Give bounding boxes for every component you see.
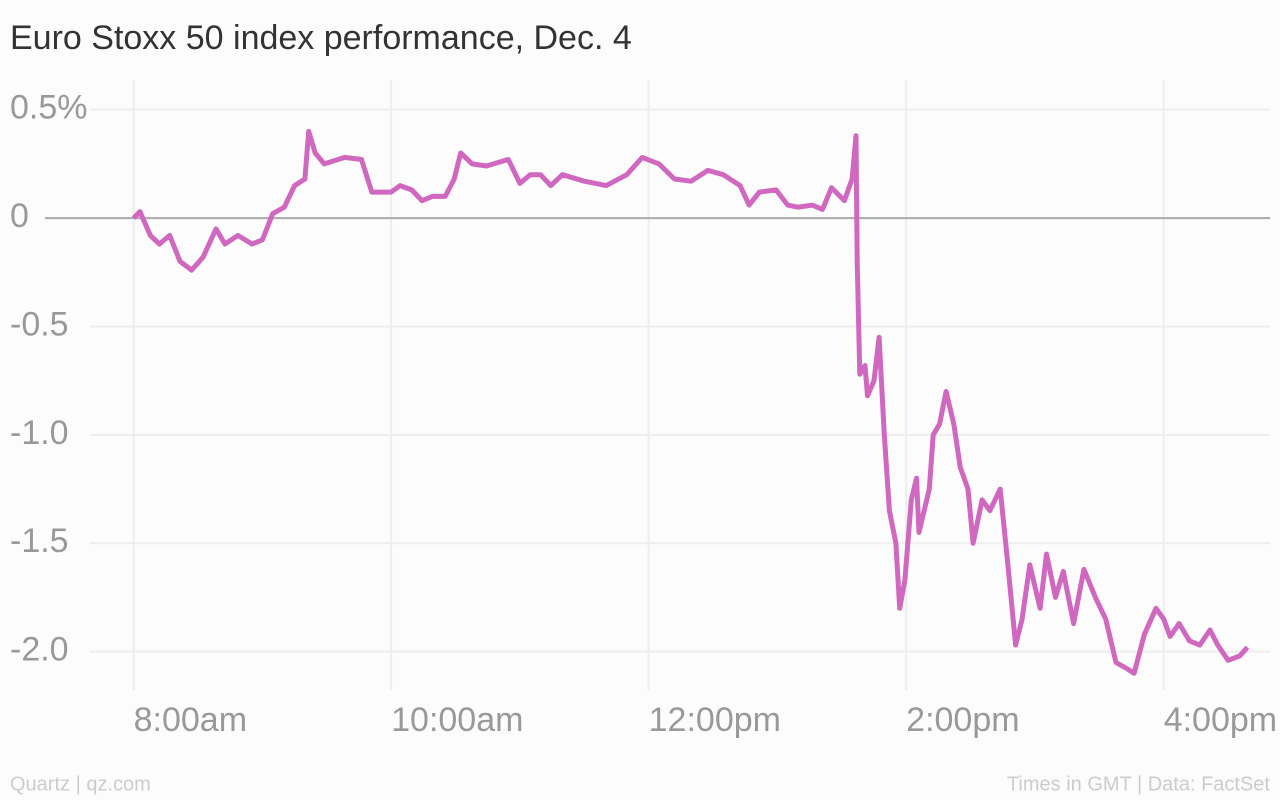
x-tick-label: 12:00pm <box>649 701 781 739</box>
y-tick-label: -1.0 <box>10 414 69 452</box>
chart-title: Euro Stoxx 50 index performance, Dec. 4 <box>10 19 632 57</box>
note: Times in GMT | Data: FactSet <box>1007 773 1270 795</box>
data-line <box>131 128 1250 676</box>
x-tick-label: 2:00pm <box>906 701 1019 739</box>
y-tick-label: -2.0 <box>10 631 69 669</box>
y-tick-label: 0 <box>10 197 29 235</box>
x-tick-label: 10:00am <box>391 701 523 739</box>
y-tick-label: -0.5 <box>10 305 69 343</box>
x-tick-label: 4:00pm <box>1164 701 1277 739</box>
y-tick-label: 0.5% <box>10 89 88 127</box>
x-tick-label: 8:00am <box>134 701 247 739</box>
y-tick-label: -1.5 <box>10 522 69 560</box>
source: Quartz | qz.com <box>10 773 151 795</box>
